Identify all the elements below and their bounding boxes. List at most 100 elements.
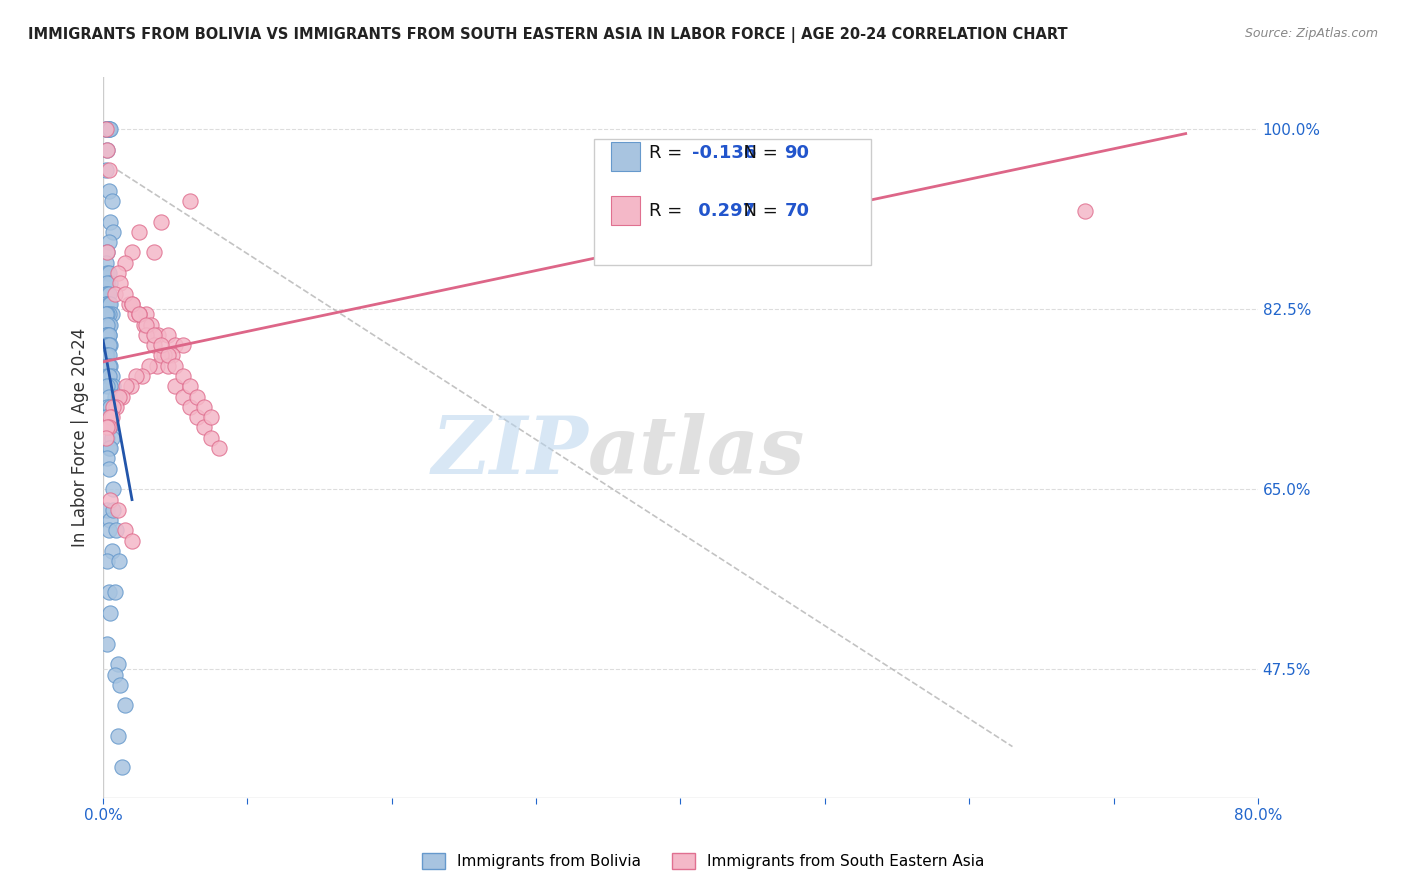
Point — [105, 400, 128, 414]
Point — [96, 307, 118, 321]
Point — [96, 348, 118, 362]
Point — [179, 400, 201, 414]
Point — [101, 307, 124, 321]
Point — [121, 297, 143, 311]
Y-axis label: In Labor Force | Age 20-24: In Labor Force | Age 20-24 — [72, 328, 89, 548]
Point — [97, 369, 120, 384]
Point — [110, 277, 132, 291]
Point — [124, 307, 146, 321]
Point — [96, 266, 118, 280]
Point — [146, 327, 169, 342]
Point — [96, 359, 118, 373]
Point — [94, 256, 117, 270]
Point — [96, 277, 118, 291]
Point — [186, 410, 208, 425]
Point — [131, 369, 153, 384]
Point — [96, 245, 118, 260]
Point — [98, 606, 121, 620]
Point — [107, 729, 129, 743]
Point — [128, 225, 150, 239]
Point — [162, 348, 184, 362]
Point — [97, 461, 120, 475]
Point — [114, 286, 136, 301]
Point — [149, 338, 172, 352]
Point — [96, 297, 118, 311]
Point — [96, 286, 118, 301]
Point — [172, 338, 194, 352]
Point — [121, 297, 143, 311]
Text: ZIP: ZIP — [432, 413, 588, 491]
Point — [94, 431, 117, 445]
Text: N =: N = — [733, 202, 785, 219]
FancyBboxPatch shape — [593, 138, 870, 265]
Point — [94, 338, 117, 352]
Point — [98, 513, 121, 527]
Point — [121, 533, 143, 548]
Point — [179, 379, 201, 393]
Point — [108, 554, 131, 568]
Point — [96, 369, 118, 384]
Point — [138, 359, 160, 373]
Point — [96, 379, 118, 393]
Point — [118, 297, 141, 311]
Point — [97, 585, 120, 599]
Point — [98, 122, 121, 136]
Point — [96, 637, 118, 651]
Point — [104, 667, 127, 681]
Point — [114, 524, 136, 538]
Point — [97, 297, 120, 311]
Point — [157, 348, 180, 362]
Point — [94, 348, 117, 362]
Point — [101, 431, 124, 445]
Point — [142, 245, 165, 260]
Point — [94, 163, 117, 178]
Point — [94, 297, 117, 311]
Point — [207, 441, 229, 455]
Point — [97, 524, 120, 538]
Point — [107, 657, 129, 672]
Point — [98, 214, 121, 228]
Point — [97, 420, 120, 434]
Point — [165, 359, 187, 373]
Point — [142, 338, 165, 352]
Point — [96, 318, 118, 332]
Point — [97, 327, 120, 342]
Point — [97, 286, 120, 301]
Point — [172, 390, 194, 404]
Point — [111, 760, 134, 774]
Point — [120, 379, 142, 393]
Point — [105, 524, 128, 538]
Text: 0.297: 0.297 — [692, 202, 755, 219]
Point — [98, 400, 121, 414]
Point — [1073, 204, 1095, 219]
Point — [114, 698, 136, 713]
Point — [97, 390, 120, 404]
Text: -0.136: -0.136 — [692, 145, 756, 162]
FancyBboxPatch shape — [612, 143, 640, 171]
Point — [94, 327, 117, 342]
Point — [157, 359, 180, 373]
Point — [172, 369, 194, 384]
Point — [96, 451, 118, 466]
Point — [97, 163, 120, 178]
Point — [96, 338, 118, 352]
Point — [101, 369, 124, 384]
Point — [94, 122, 117, 136]
Point — [107, 266, 129, 280]
Point — [94, 410, 117, 425]
Point — [94, 122, 117, 136]
Point — [96, 554, 118, 568]
Point — [97, 122, 120, 136]
Point — [96, 410, 118, 425]
Point — [108, 390, 131, 404]
Point — [135, 327, 157, 342]
Point — [97, 266, 120, 280]
Point — [115, 379, 138, 393]
Point — [98, 420, 121, 434]
Point — [98, 410, 121, 425]
Text: IMMIGRANTS FROM BOLIVIA VS IMMIGRANTS FROM SOUTH EASTERN ASIA IN LABOR FORCE | A: IMMIGRANTS FROM BOLIVIA VS IMMIGRANTS FR… — [28, 27, 1067, 43]
Legend: Immigrants from Bolivia, Immigrants from South Eastern Asia: Immigrants from Bolivia, Immigrants from… — [416, 847, 990, 875]
Point — [179, 194, 201, 208]
Point — [94, 122, 117, 136]
Point — [96, 400, 118, 414]
